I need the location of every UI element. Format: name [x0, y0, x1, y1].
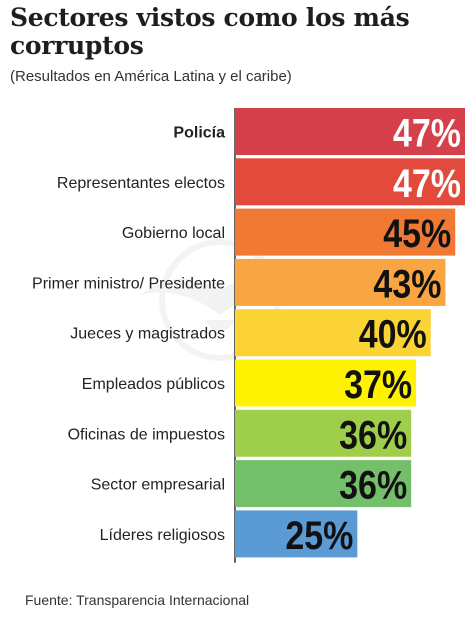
value-label: 47% — [393, 162, 461, 206]
bar — [235, 359, 417, 407]
bar — [235, 510, 358, 558]
bar — [235, 460, 412, 508]
bar — [235, 208, 456, 256]
category-label: Sector empresarial — [91, 477, 225, 494]
value-label: 45% — [383, 212, 451, 256]
category-label: Empleados públicos — [82, 376, 225, 393]
source-note: Fuente: Transparencia Internacional — [25, 592, 250, 608]
category-label: Representantes electos — [57, 175, 225, 192]
category-label: Jueces y magistrados — [70, 326, 225, 343]
category-label: Policía — [173, 125, 225, 142]
value-label: 47% — [393, 112, 461, 156]
value-label: 43% — [373, 262, 441, 306]
value-label: 36% — [339, 464, 407, 508]
chart-title: Sectores vistos como los más corruptos — [10, 3, 410, 60]
value-label: 40% — [359, 313, 427, 357]
bar — [235, 108, 465, 155]
bar-chart: Policía 47% Representantes electos 47% Gobie… — [32, 108, 465, 563]
category-label: Gobierno local — [122, 225, 225, 242]
bar — [235, 409, 412, 457]
bar — [235, 258, 446, 306]
category-label: Primer ministro/ Presidente — [32, 275, 225, 292]
category-label: Oficinas de impuestos — [68, 426, 225, 443]
bar — [235, 309, 431, 357]
chart-subtitle: (Resultados en América Latina y el carib… — [10, 68, 292, 85]
bar — [235, 158, 465, 206]
value-label: 36% — [339, 413, 407, 457]
value-label: 25% — [285, 514, 353, 558]
category-label: Líderes religiosos — [100, 527, 225, 544]
value-label: 37% — [344, 363, 412, 407]
